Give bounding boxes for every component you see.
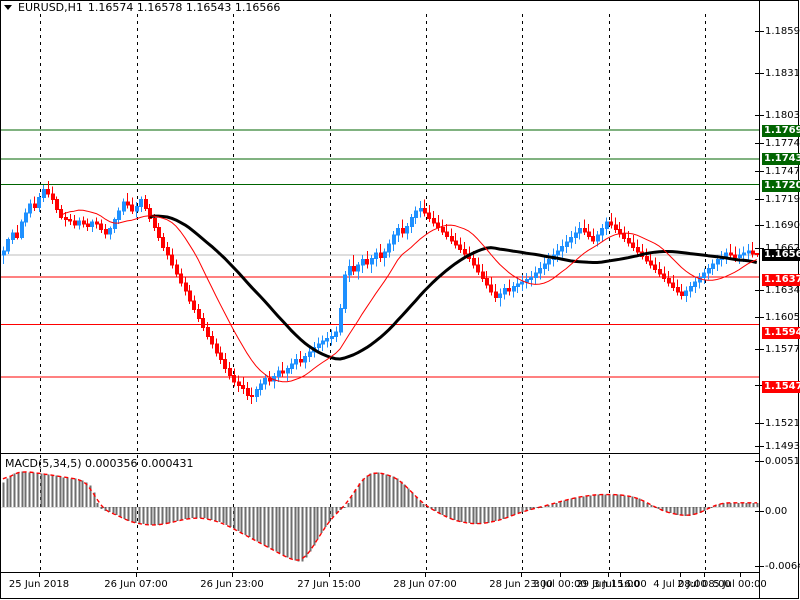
price-axis-label-9: 1.16055 xyxy=(765,312,800,323)
price-level-badge-1-15940[interactable]: 1.15940 xyxy=(762,327,800,339)
axis-tick xyxy=(760,225,764,226)
price-chart-pane[interactable] xyxy=(1,14,759,452)
axis-tick xyxy=(760,317,764,318)
price-axis-label-8: 1.16340 xyxy=(765,285,800,296)
time-tick xyxy=(680,573,681,577)
price-svg xyxy=(1,14,759,452)
price-axis-label-4: 1.17470 xyxy=(765,166,800,177)
pane-separator xyxy=(1,453,759,454)
axis-tick xyxy=(760,171,764,172)
time-axis-label-6: 29 Jun 15:00 xyxy=(576,579,640,590)
time-axis-label-9: 3 Jul 16:00 xyxy=(593,579,647,590)
macd-indicator-label: MACD(5,34,5) 0.000356 0.000431 xyxy=(5,457,194,470)
time-axis-label-1: 26 Jun 07:00 xyxy=(104,579,168,590)
price-level-badge-1-16370[interactable]: 1.16370 xyxy=(762,274,800,286)
axis-tick xyxy=(760,446,764,447)
time-axis-label-10: 4 Jul 08:00 xyxy=(653,579,707,590)
time-axis-label-11: 5 Jul 00:00 xyxy=(713,579,767,590)
price-axis-label-1: 1.18310 xyxy=(765,68,800,79)
chevron-down-icon[interactable] xyxy=(4,5,12,10)
ohlc-values-label: 1.16574 1.16578 1.16543 1.16566 xyxy=(87,1,281,14)
time-axis-label-3: 27 Jun 15:00 xyxy=(297,579,361,590)
price-level-badge-1-15470[interactable]: 1.15470 xyxy=(762,381,800,393)
macd-axis-label-1: 0.00 xyxy=(765,506,788,517)
axis-tick xyxy=(760,73,764,74)
time-tick xyxy=(620,573,621,577)
axis-tick xyxy=(760,566,764,567)
axis-tick xyxy=(760,349,764,350)
time-tick xyxy=(232,573,233,577)
axis-tick xyxy=(760,31,764,32)
time-tick xyxy=(136,573,137,577)
symbol-timeframe-label: EURUSD,H1 xyxy=(18,1,83,14)
price-level-badge-1-17690[interactable]: 1.17690 xyxy=(762,125,800,137)
macd-axis-label-0: 0.005109 xyxy=(765,456,800,467)
time-axis-label-7: 2 Jul 08:00 xyxy=(677,579,731,590)
time-tick xyxy=(329,573,330,577)
price-axis-label-7: 1.16620 xyxy=(765,243,800,254)
axis-tick xyxy=(760,511,764,512)
axis-tick xyxy=(760,199,764,200)
time-axis-divider xyxy=(0,572,759,573)
time-axis-label-4: 28 Jun 07:00 xyxy=(393,579,457,590)
price-level-badge-1-16566[interactable]: 1.16566 xyxy=(762,249,800,261)
price-axis-label-6: 1.16900 xyxy=(765,220,800,231)
axis-tick xyxy=(760,115,764,116)
axis-tick xyxy=(760,423,764,424)
time-tick xyxy=(740,573,741,577)
time-axis-label-5: 28 Jun 23:00 xyxy=(489,579,553,590)
chart-header: EURUSD,H1 1.16574 1.16578 1.16543 1.1656… xyxy=(4,1,280,14)
price-axis-label-10: 1.15775 xyxy=(765,344,800,355)
macd-pane[interactable] xyxy=(1,455,759,572)
axis-tick xyxy=(760,248,764,249)
price-axis-label-12: 1.15210 xyxy=(765,418,800,429)
time-axis-label-0: 25 Jun 2018 xyxy=(8,579,70,590)
price-axis-label-3: 1.17745 xyxy=(765,138,800,149)
time-tick xyxy=(560,573,561,577)
price-axis[interactable]: 1.18590 1.18310 1.18030 1.17745 1.17470 1.171… xyxy=(760,14,800,572)
price-level-badge-1-17430[interactable]: 1.17430 xyxy=(762,153,800,165)
axis-tick xyxy=(760,143,764,144)
price-axis-label-5: 1.17195 xyxy=(765,194,800,205)
time-axis-label-2: 26 Jun 23:00 xyxy=(200,579,264,590)
time-axis[interactable]: 25 Jun 2018 26 Jun 07:00 26 Jun 23:00 27 Ju… xyxy=(0,573,799,599)
axis-tick xyxy=(760,290,764,291)
time-tick xyxy=(608,573,609,577)
price-axis-label-2: 1.18030 xyxy=(765,110,800,121)
price-axis-divider xyxy=(759,0,760,598)
time-tick xyxy=(39,573,40,577)
macd-svg xyxy=(1,455,759,572)
time-tick xyxy=(425,573,426,577)
price-axis-label-0: 1.18590 xyxy=(765,26,800,37)
time-tick xyxy=(704,573,705,577)
time-axis-label-8: 3 Jul 00:00 xyxy=(533,579,587,590)
price-level-badge-1-17200[interactable]: 1.17200 xyxy=(762,180,800,192)
axis-tick xyxy=(760,461,764,462)
macd-axis-label-2: -0.006429 xyxy=(765,561,800,572)
time-tick xyxy=(521,573,522,577)
